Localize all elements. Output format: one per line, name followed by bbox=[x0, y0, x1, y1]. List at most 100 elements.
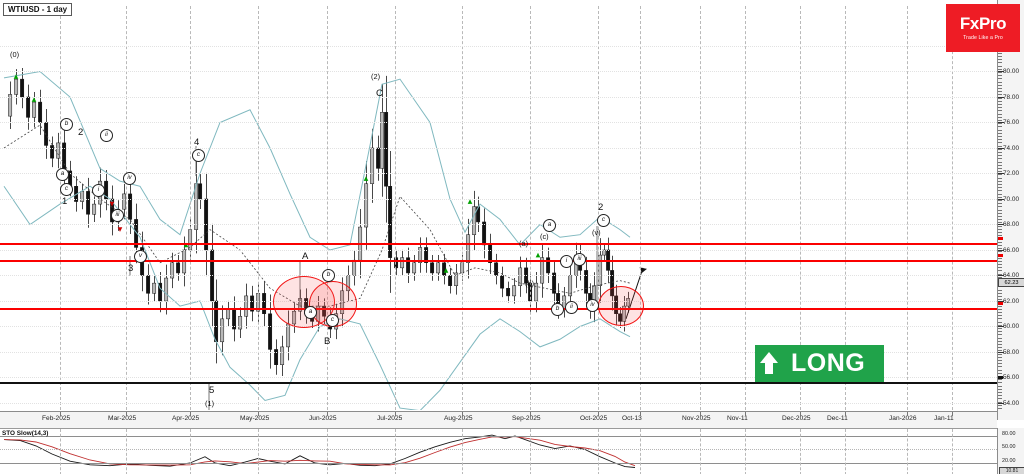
price-minor-tick bbox=[998, 305, 1002, 307]
indicator-tick-20.00: 20.00 bbox=[1002, 458, 1016, 464]
gridline-May-2025 bbox=[258, 6, 259, 410]
price-minor-tick bbox=[998, 120, 1002, 121]
price-minor-tick bbox=[998, 68, 1002, 70]
price-minor-tick bbox=[998, 59, 1002, 61]
price-minor-tick bbox=[998, 97, 1002, 99]
price-gridline bbox=[0, 71, 997, 72]
price-minor-tick bbox=[998, 174, 1002, 176]
price-minor-tick bbox=[998, 139, 1002, 141]
date-tick-mark bbox=[640, 412, 641, 416]
logo-tagline: Trade Like a Pro bbox=[963, 35, 1003, 41]
wave-label-w-c4: c bbox=[597, 214, 610, 227]
price-gridline bbox=[0, 377, 997, 378]
date-tick-mark bbox=[190, 412, 191, 416]
price-minor-tick bbox=[998, 385, 1002, 387]
indicator-gridline bbox=[190, 429, 191, 474]
price-minor-tick bbox=[998, 171, 1002, 173]
level-line-invalidation[interactable] bbox=[0, 382, 997, 384]
price-tick-mark bbox=[998, 275, 1004, 276]
price-minor-tick bbox=[998, 155, 1002, 157]
price-tick-70.00: 70.00 bbox=[1003, 196, 1019, 203]
level-line-support[interactable] bbox=[0, 308, 997, 310]
price-tick-mark bbox=[998, 301, 1004, 302]
date-tick-Sep-2025: Sep-2025 bbox=[512, 415, 541, 422]
date-tick-Nov-11: Nov-11 bbox=[727, 415, 748, 422]
date-tick-Jun-2025: Jun-2025 bbox=[309, 415, 337, 422]
price-minor-tick bbox=[998, 193, 1002, 195]
price-minor-tick bbox=[998, 113, 1002, 115]
price-minor-tick bbox=[998, 289, 1002, 291]
gridline-Oct-13 bbox=[640, 6, 641, 410]
price-minor-tick bbox=[998, 164, 1002, 166]
price-minor-tick bbox=[998, 203, 1002, 205]
wave-label-w-a1: a bbox=[56, 168, 69, 181]
price-gridline bbox=[0, 97, 997, 98]
price-tick-mark bbox=[998, 148, 1004, 149]
price-minor-tick bbox=[998, 334, 1002, 336]
stochastic-indicator-panel[interactable]: STO Slow(14,3) 80.00 50.00 20.00 10.81 bbox=[0, 428, 1024, 474]
price-minor-tick bbox=[998, 270, 1002, 272]
indicator-line-50 bbox=[0, 449, 997, 450]
level-line-resistance-upper[interactable] bbox=[0, 243, 997, 245]
price-minor-tick bbox=[998, 62, 1002, 64]
circle-right-1 bbox=[598, 286, 644, 326]
wave-label-w-iii2: iii bbox=[573, 253, 586, 266]
date-tick-May-2025: May-2025 bbox=[240, 415, 270, 422]
price-tick-mark bbox=[998, 224, 1004, 225]
price-minor-tick bbox=[998, 168, 1002, 169]
price-minor-tick bbox=[998, 235, 1002, 237]
price-tick-74.00: 74.00 bbox=[1003, 145, 1019, 152]
price-minor-tick bbox=[998, 379, 1002, 381]
price-gridline bbox=[0, 148, 997, 149]
price-tick-54.00: 54.00 bbox=[1003, 400, 1019, 407]
date-axis[interactable]: Feb-2025 Mar-2025 Apr-2025 May-2025 Jun-2025… bbox=[0, 411, 997, 429]
date-tick-mark bbox=[598, 412, 599, 416]
wave-label-w-b3: b bbox=[551, 303, 564, 316]
wave-label-w-ii2: ii bbox=[565, 301, 578, 314]
price-tick-58.00: 58.00 bbox=[1003, 349, 1019, 356]
date-tick-Oct-2025: Oct-2025 bbox=[580, 415, 608, 422]
wave-label-w-ii: ii bbox=[100, 129, 113, 142]
price-axis[interactable]: 82.0080.0078.0076.0074.0072.0070.0068.00… bbox=[997, 0, 1024, 420]
level-line-resistance-lower[interactable] bbox=[0, 260, 997, 262]
wave-label-w-pv: (v) bbox=[592, 228, 601, 237]
wave-label-w-pb: (b) bbox=[525, 279, 535, 288]
date-tick-mark bbox=[952, 412, 953, 416]
date-tick-mark bbox=[462, 412, 463, 416]
price-minor-tick bbox=[998, 104, 1002, 105]
price-minor-tick bbox=[998, 219, 1002, 221]
price-minor-tick bbox=[998, 308, 1002, 310]
date-tick-mark bbox=[745, 412, 746, 416]
indicator-gridline bbox=[745, 429, 746, 474]
gridline-Jul-2025 bbox=[395, 6, 396, 410]
price-minor-tick bbox=[998, 148, 1002, 150]
indicator-axis[interactable]: 80.00 50.00 20.00 10.81 bbox=[997, 428, 1024, 474]
price-minor-tick bbox=[998, 337, 1002, 339]
date-tick-Dec-2025: Dec-2025 bbox=[782, 415, 811, 422]
price-minor-tick bbox=[998, 65, 1002, 67]
wave-label-w-pa: (a) bbox=[519, 239, 529, 248]
level-price-marker bbox=[998, 254, 1003, 257]
price-tick-mark bbox=[998, 352, 1004, 353]
price-minor-tick bbox=[998, 116, 1002, 118]
indicator-plot-area[interactable]: STO Slow(14,3) bbox=[0, 428, 997, 474]
price-gridline bbox=[0, 250, 997, 251]
date-tick-mark bbox=[258, 412, 259, 416]
date-tick-Dec-11: Dec-11 bbox=[827, 415, 848, 422]
price-minor-tick bbox=[998, 369, 1002, 371]
price-tick-mark bbox=[998, 173, 1004, 174]
logo-brand-text: FxPro bbox=[959, 14, 1007, 33]
current-price-tag: 62.23 bbox=[998, 278, 1024, 287]
date-tick-Apr-2025: Apr-2025 bbox=[172, 415, 200, 422]
indicator-gridline bbox=[800, 429, 801, 474]
price-minor-tick bbox=[998, 324, 1002, 326]
price-minor-tick bbox=[998, 228, 1002, 230]
price-minor-tick bbox=[998, 395, 1002, 397]
wave-label-w-3: 3 bbox=[128, 263, 134, 274]
gridline-Sep-2025 bbox=[530, 6, 531, 410]
signal-badge-long: LONG bbox=[755, 345, 884, 382]
price-minor-tick bbox=[998, 276, 1002, 278]
wave-label-w-c2: c bbox=[192, 149, 205, 162]
